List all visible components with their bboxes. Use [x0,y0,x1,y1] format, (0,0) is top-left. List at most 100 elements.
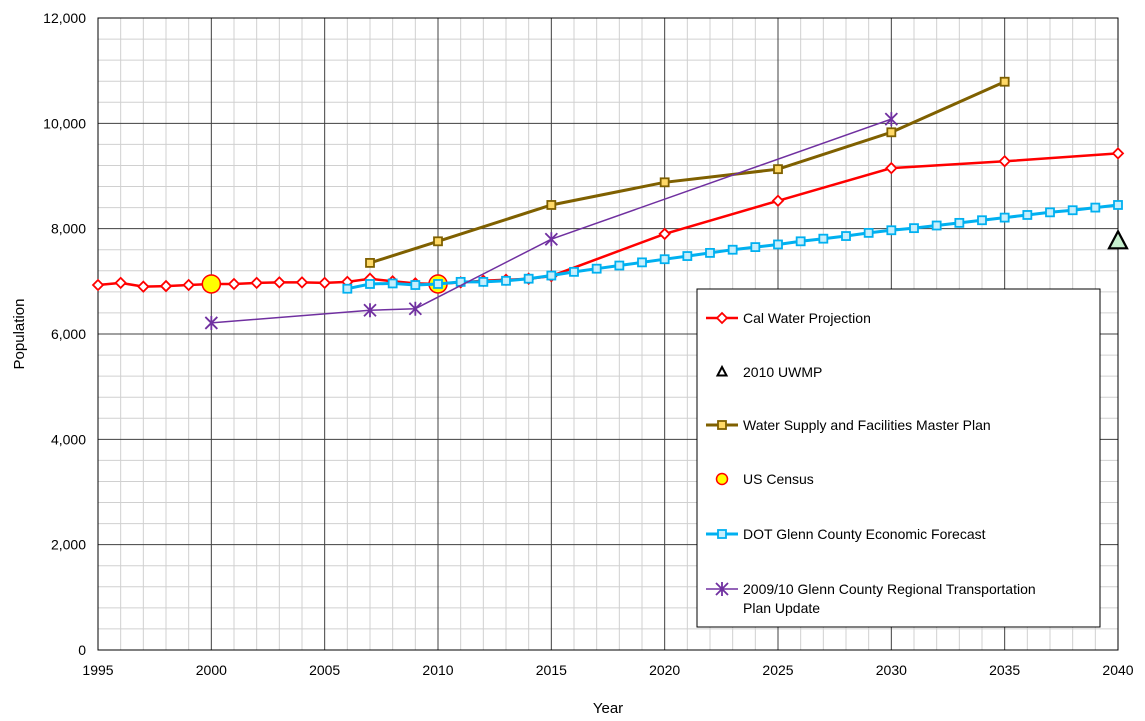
data-point [1067,205,1078,216]
x-tick-label: 2025 [762,662,793,678]
legend-swatch-marker [717,529,727,539]
series-5 [204,112,898,330]
data-point [886,225,897,236]
legend-label: 2009/10 Glenn County Regional Transporta… [743,581,1036,597]
data-point [363,303,377,318]
data-point [591,263,602,274]
y-tick-label: 10,000 [43,115,86,131]
data-point [295,276,309,289]
series-1 [1107,228,1129,250]
x-tick-label: 2030 [876,662,907,678]
data-point [250,276,263,290]
data-point [841,231,851,241]
y-tick-label: 4,000 [51,431,86,447]
legend-item: Water Supply and Facilities Master Plan [706,417,991,433]
data-point [501,275,511,286]
data-point [773,239,783,250]
data-point [659,254,670,265]
data-point [365,279,375,289]
major-gridlines [98,18,1118,650]
x-tick-label: 2035 [989,662,1020,678]
data-point [977,215,987,226]
legend-swatch-marker [715,472,729,486]
data-point [999,76,1010,87]
data-point [408,301,422,316]
y-axis-title: Population [11,299,28,370]
data-point [201,274,222,294]
data-point [387,278,398,289]
legend-item: 2010 UWMP [715,364,822,380]
data-point [227,277,241,291]
data-point [954,217,965,228]
legend-swatch-marker [715,311,729,325]
data-point [998,154,1011,168]
data-point [91,278,105,292]
plot-area-border [97,17,1119,651]
data-point [137,280,150,293]
data-point [771,194,785,208]
data-point [544,232,558,247]
data-point [478,276,489,287]
data-point [569,266,579,277]
data-point [931,220,942,231]
data-point [273,276,286,289]
legend-label: Water Supply and Facilities Master Plan [743,417,991,433]
legend: Cal Water Projection 2010 UWMP Water Suppl… [696,288,1101,628]
data-point [885,161,898,175]
data-point [705,247,715,258]
data-point [318,276,331,290]
data-point [204,315,218,330]
data-point [365,257,375,268]
legend-item: US Census [715,471,814,487]
data-point [546,270,557,281]
legend-label: Cal Water Projection [743,310,871,326]
y-axis-tick-labels: 0 2,000 4,000 6,000 8,000 10,000 12,000 [43,10,86,658]
x-tick-label: 2020 [649,662,680,678]
legend-swatch-marker [717,420,727,430]
data-point [999,212,1010,223]
data-point [727,244,738,255]
data-point [614,260,625,271]
series-2 [365,76,1010,268]
data-point [863,227,874,238]
y-tick-label: 0 [78,642,86,658]
data-point [795,236,806,247]
legend-item: Cal Water Projection [706,310,871,326]
legend-label: DOT Glenn County Economic Forecast [743,526,986,542]
data-point [886,127,897,138]
series-layer [91,76,1129,330]
data-point [659,177,670,188]
data-point [159,279,173,293]
x-tick-label: 2015 [536,662,567,678]
legend-label: 2010 UWMP [743,364,822,380]
x-tick-label: 2005 [309,662,340,678]
y-tick-label: 12,000 [43,10,86,26]
data-point [1045,207,1055,218]
series-0 [91,147,1125,293]
data-point [658,227,671,241]
y-tick-label: 6,000 [51,326,86,342]
x-tick-label: 2000 [196,662,227,678]
data-point [546,200,557,210]
data-point [523,273,534,284]
data-point [1107,228,1129,250]
x-tick-label: 2010 [422,662,453,678]
data-point [773,164,783,175]
data-point [114,276,127,290]
legend-swatch-marker [715,364,729,377]
data-point [884,112,898,127]
data-point [818,233,829,244]
data-point [1022,210,1033,220]
legend-label: US Census [743,471,814,487]
data-point [682,251,693,261]
data-point [1113,200,1123,210]
legend-box [696,288,1101,628]
data-point [433,236,443,247]
x-tick-label: 1995 [82,662,113,678]
legend-item: 2009/10 Glenn County Regional Transporta… [706,581,1036,616]
y-tick-label: 8,000 [51,221,86,237]
x-axis-tick-labels: 1995 2000 2005 2010 2015 2020 2025 2030 2035 2040 [82,662,1133,678]
x-tick-label: 2040 [1102,662,1133,678]
series-4 [342,200,1123,294]
